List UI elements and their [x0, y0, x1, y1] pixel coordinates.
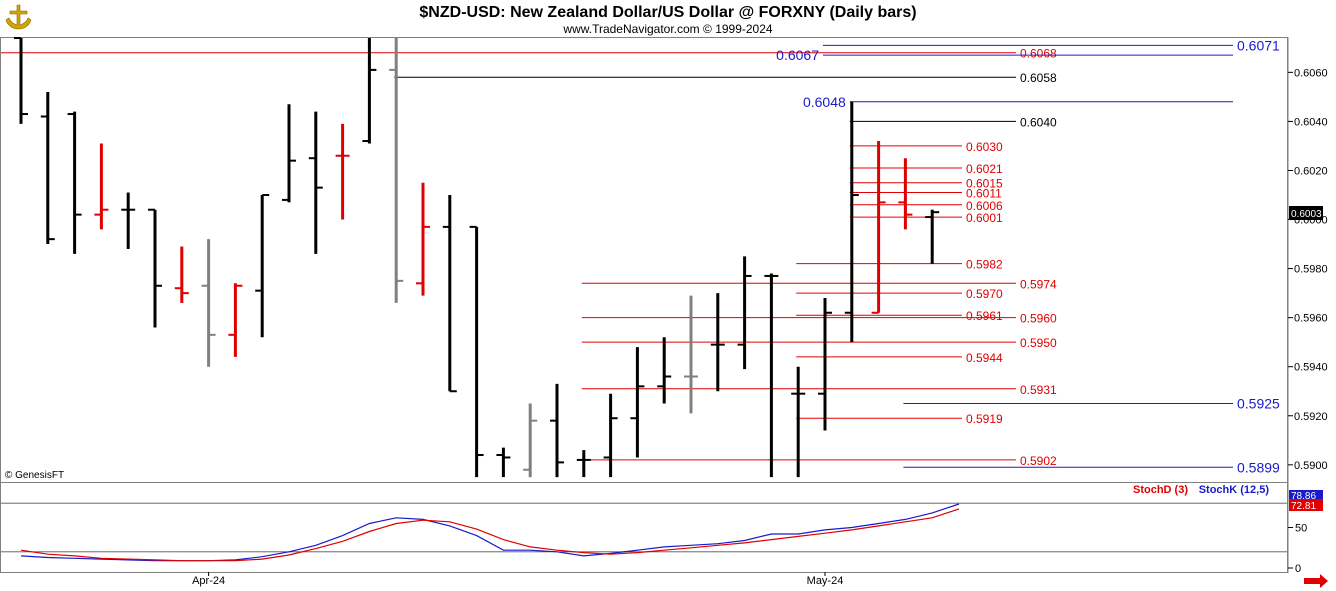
price-axis: 0.60600.60400.60200.60000.59800.59600.59… — [1288, 67, 1328, 472]
price-tick-label: 0.6020 — [1294, 165, 1328, 177]
level-label: 0.6006 — [966, 199, 1003, 213]
level-label: 0.6001 — [966, 211, 1003, 225]
level-label: 0.6021 — [966, 162, 1003, 176]
level-lines: 0.6068 0.6071 0.6067 0.6058 0.6048 0.6040 0.60… — [1, 37, 1280, 475]
level-label: 0.6068 — [1020, 47, 1057, 61]
price-tick-label: 0.6060 — [1294, 67, 1328, 79]
level-label: 0.6071 — [1237, 37, 1280, 53]
level-label: 0.5925 — [1237, 396, 1280, 412]
stochd-value: 72.81 — [1291, 501, 1316, 512]
level-label: 0.5931 — [1020, 383, 1057, 397]
level-label: 0.5960 — [1020, 312, 1057, 326]
level-label: 0.6011 — [966, 187, 1002, 201]
level-label: 0.6015 — [966, 177, 1003, 191]
price-tick-label: 0.5920 — [1294, 411, 1328, 423]
chart-title: $NZD-USD: New Zealand Dollar/US Dollar @… — [419, 4, 916, 21]
stochd-legend: StochD (3) — [1133, 484, 1188, 496]
stochastic-panel: 50 0 — [1, 502, 1307, 575]
level-label: 0.5899 — [1237, 459, 1280, 475]
level-label: 0.5950 — [1020, 336, 1057, 350]
stoch-panel — [0, 482, 1288, 573]
price-tick-label: 0.5960 — [1294, 313, 1328, 325]
stochk-value-tag — [1289, 490, 1323, 501]
last-price-value: 0.6003 — [1291, 209, 1322, 220]
x-axis: Apr-24 May-24 — [192, 572, 843, 587]
price-tick-label: 0.6040 — [1294, 116, 1328, 128]
level-label: 0.6040 — [1020, 115, 1057, 129]
scroll-right-arrow-icon[interactable] — [1304, 574, 1328, 588]
chart-subtitle: www.TradeNavigator.com © 1999-2024 — [562, 22, 772, 36]
x-tick-label: Apr-24 — [192, 575, 225, 587]
logo-icon — [5, 4, 32, 30]
level-label: 0.5944 — [966, 351, 1003, 365]
copyright-text: © GenesisFT — [5, 470, 64, 481]
level-label: 0.5919 — [966, 412, 1003, 426]
level-label: 0.6048 — [803, 94, 846, 110]
price-tick-label: 0.5980 — [1294, 264, 1328, 276]
level-label: 0.5970 — [966, 287, 1003, 301]
stochk-legend: StochK (12,5) — [1199, 484, 1270, 496]
last-price-tag — [1289, 206, 1323, 220]
stoch-tick-label: 50 — [1295, 523, 1307, 535]
price-panel — [0, 37, 1288, 483]
price-tick-label: 0.5940 — [1294, 362, 1328, 374]
level-label: 0.5902 — [1020, 454, 1057, 468]
stoch-tick-label: 0 — [1295, 563, 1301, 575]
price-tick-label: 0.5900 — [1294, 460, 1328, 472]
level-label: 0.6030 — [966, 140, 1003, 154]
price-bars — [14, 37, 940, 478]
level-label: 0.5974 — [1020, 277, 1057, 291]
level-label: 0.5961 — [966, 309, 1003, 323]
x-tick-label: May-24 — [807, 575, 844, 587]
stochk-value: 78.86 — [1291, 491, 1316, 502]
level-label: 0.6058 — [1020, 71, 1057, 85]
stoch-series-line — [20, 508, 960, 562]
level-label: 0.5982 — [966, 258, 1003, 272]
stochd-value-tag — [1289, 499, 1323, 511]
level-label: 0.6067 — [776, 47, 819, 63]
